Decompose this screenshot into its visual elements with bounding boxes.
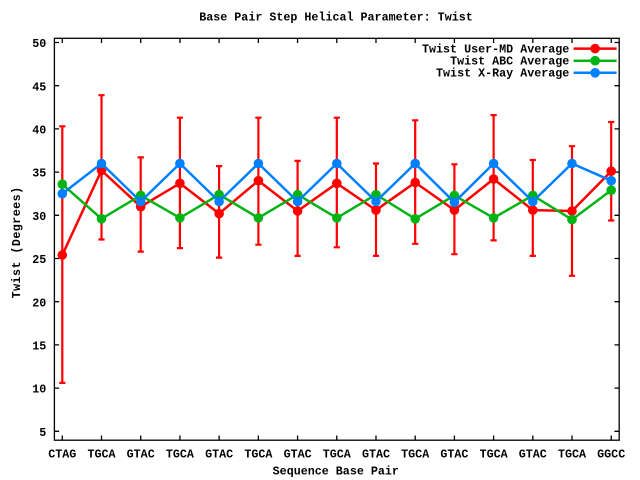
svg-text:45: 45 [32, 80, 46, 94]
svg-text:TGCA: TGCA [87, 448, 116, 462]
svg-text:GTAC: GTAC [362, 448, 390, 462]
svg-text:Twist ABC Average: Twist ABC Average [450, 55, 569, 69]
svg-text:GTAC: GTAC [205, 448, 233, 462]
svg-text:30: 30 [32, 210, 46, 224]
svg-text:Sequence Base Pair: Sequence Base Pair [273, 465, 399, 479]
svg-text:10: 10 [32, 383, 46, 397]
svg-text:Twist X-Ray Average: Twist X-Ray Average [436, 67, 569, 81]
svg-text:TGCA: TGCA [558, 448, 587, 462]
svg-text:50: 50 [32, 37, 46, 51]
svg-text:40: 40 [32, 124, 46, 138]
svg-text:Base Pair Step Helical Paramet: Base Pair Step Helical Parameter: Twist [199, 11, 473, 25]
svg-text:35: 35 [32, 167, 46, 181]
svg-text:GTAC: GTAC [440, 448, 468, 462]
svg-text:TGCA: TGCA [244, 448, 273, 462]
svg-text:CTAG: CTAG [48, 448, 76, 462]
svg-text:20: 20 [32, 296, 46, 310]
svg-text:TGCA: TGCA [323, 448, 352, 462]
svg-text:Twist User-MD Average: Twist User-MD Average [422, 42, 569, 56]
svg-text:GGCC: GGCC [597, 448, 625, 462]
svg-text:GTAC: GTAC [284, 448, 312, 462]
svg-text:GTAC: GTAC [127, 448, 155, 462]
svg-text:5: 5 [39, 426, 46, 440]
svg-text:25: 25 [32, 253, 46, 267]
svg-text:TGCA: TGCA [480, 448, 509, 462]
svg-text:15: 15 [32, 340, 46, 354]
svg-text:TGCA: TGCA [166, 448, 195, 462]
svg-text:GTAC: GTAC [519, 448, 547, 462]
svg-text:TGCA: TGCA [401, 448, 430, 462]
svg-text:Twist (Degrees): Twist (Degrees) [10, 186, 24, 298]
